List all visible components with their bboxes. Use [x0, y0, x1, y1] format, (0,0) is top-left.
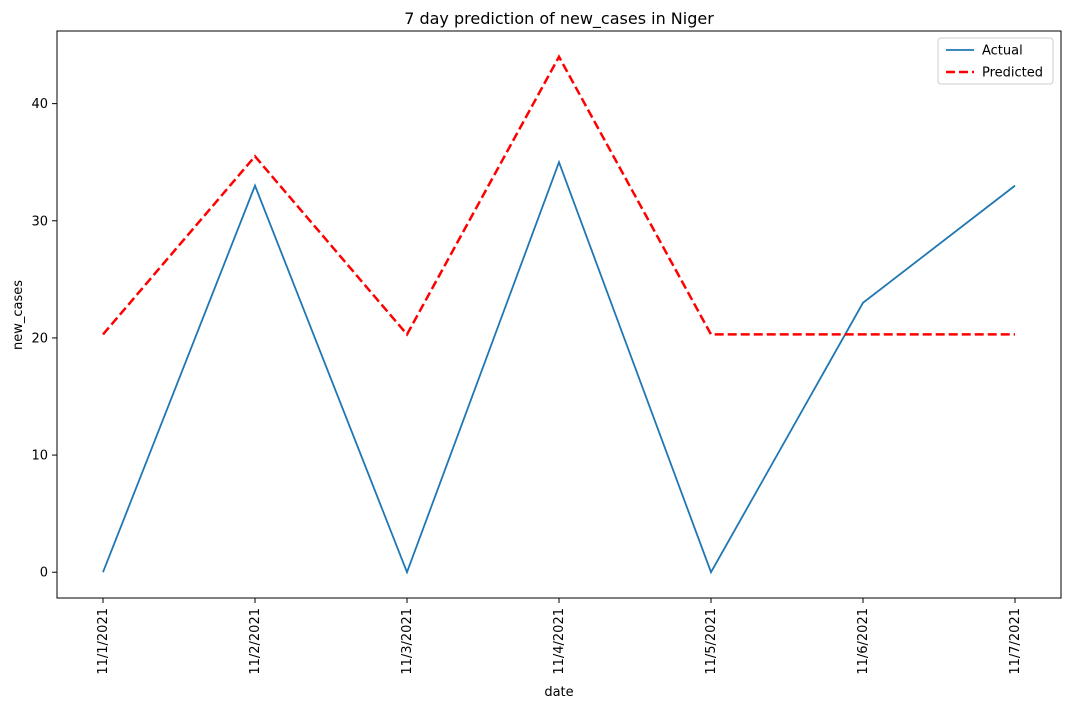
series-line-actual — [102, 159, 1016, 575]
y-tick-label: 20 — [31, 331, 48, 346]
plot-area: 11/1/2021 11/2/2021 11/3/2021 11/4/2021 11/5… — [31, 30, 1062, 675]
y-tick-label: 30 — [31, 214, 48, 229]
series-line-predicted — [102, 54, 1015, 337]
legend-label-actual: Actual — [982, 44, 1023, 59]
y-axis-label: new_cases — [11, 280, 26, 350]
x-tick-label: 11/4/2021 — [552, 608, 567, 675]
legend: Actual Predicted — [937, 37, 1054, 85]
x-tick-label: 11/3/2021 — [400, 608, 415, 675]
x-tick-label: 11/7/2021 — [1008, 608, 1023, 675]
x-axis-label: date — [544, 685, 573, 700]
y-tick-label: 10 — [31, 449, 48, 464]
x-tick-label: 11/2/2021 — [248, 608, 263, 675]
y-tick-label: 40 — [31, 97, 48, 112]
x-tick-label: 11/5/2021 — [704, 608, 719, 675]
chart-title: 7 day prediction of new_cases in Niger — [404, 9, 714, 29]
x-tick-label: 11/1/2021 — [96, 608, 111, 675]
legend-label-predicted: Predicted — [982, 66, 1043, 81]
x-tick-label: 11/6/2021 — [856, 608, 871, 675]
y-tick-label: 0 — [40, 566, 48, 581]
